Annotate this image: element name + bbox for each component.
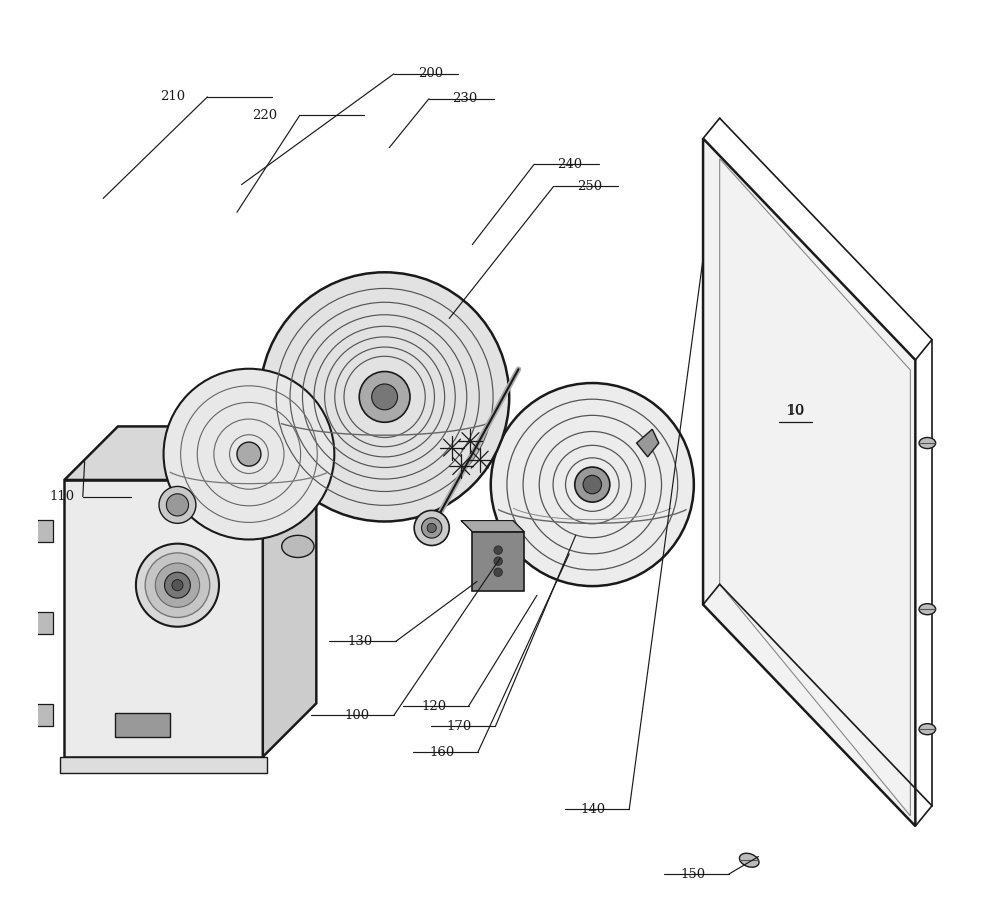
Text: 250: 250	[577, 180, 602, 193]
Ellipse shape	[172, 580, 183, 591]
Ellipse shape	[165, 572, 190, 598]
Ellipse shape	[372, 384, 398, 410]
Text: 100: 100	[344, 709, 369, 722]
Text: 120: 120	[421, 700, 446, 713]
Ellipse shape	[919, 724, 936, 735]
Polygon shape	[12, 704, 32, 726]
Ellipse shape	[159, 486, 196, 523]
Ellipse shape	[919, 604, 936, 615]
Ellipse shape	[919, 438, 936, 449]
Text: 130: 130	[347, 635, 372, 648]
Ellipse shape	[494, 557, 502, 565]
Polygon shape	[12, 612, 32, 634]
Text: 150: 150	[680, 868, 705, 881]
Polygon shape	[64, 426, 316, 480]
Ellipse shape	[359, 372, 410, 423]
Ellipse shape	[583, 475, 602, 494]
Text: 140: 140	[581, 803, 606, 816]
Ellipse shape	[164, 368, 334, 539]
Polygon shape	[115, 713, 170, 737]
Polygon shape	[472, 532, 524, 591]
Text: 170: 170	[447, 720, 472, 733]
Ellipse shape	[155, 563, 200, 607]
Ellipse shape	[491, 383, 694, 586]
Text: 220: 220	[252, 109, 277, 122]
Text: 200: 200	[418, 67, 443, 80]
Text: 230: 230	[452, 92, 478, 105]
Polygon shape	[461, 521, 524, 532]
Polygon shape	[33, 520, 53, 542]
Polygon shape	[64, 480, 263, 757]
Polygon shape	[12, 520, 32, 542]
Ellipse shape	[494, 568, 502, 576]
Ellipse shape	[494, 546, 502, 554]
Ellipse shape	[414, 510, 449, 545]
Ellipse shape	[136, 544, 219, 627]
Polygon shape	[60, 757, 267, 773]
Ellipse shape	[237, 442, 261, 466]
Ellipse shape	[575, 467, 610, 502]
Ellipse shape	[422, 518, 442, 538]
Ellipse shape	[166, 494, 189, 516]
Polygon shape	[637, 429, 659, 457]
Text: 110: 110	[50, 490, 75, 503]
Ellipse shape	[145, 553, 210, 617]
Text: 160: 160	[429, 746, 454, 759]
Ellipse shape	[260, 272, 509, 521]
Ellipse shape	[282, 535, 314, 557]
Polygon shape	[33, 612, 53, 634]
Text: 210: 210	[160, 90, 185, 103]
Polygon shape	[33, 704, 53, 726]
Text: 10: 10	[786, 403, 805, 418]
Text: 240: 240	[558, 158, 583, 171]
Text: 10: 10	[787, 404, 804, 417]
Ellipse shape	[739, 853, 759, 868]
Ellipse shape	[427, 523, 436, 533]
Polygon shape	[703, 138, 915, 826]
Polygon shape	[263, 426, 316, 757]
